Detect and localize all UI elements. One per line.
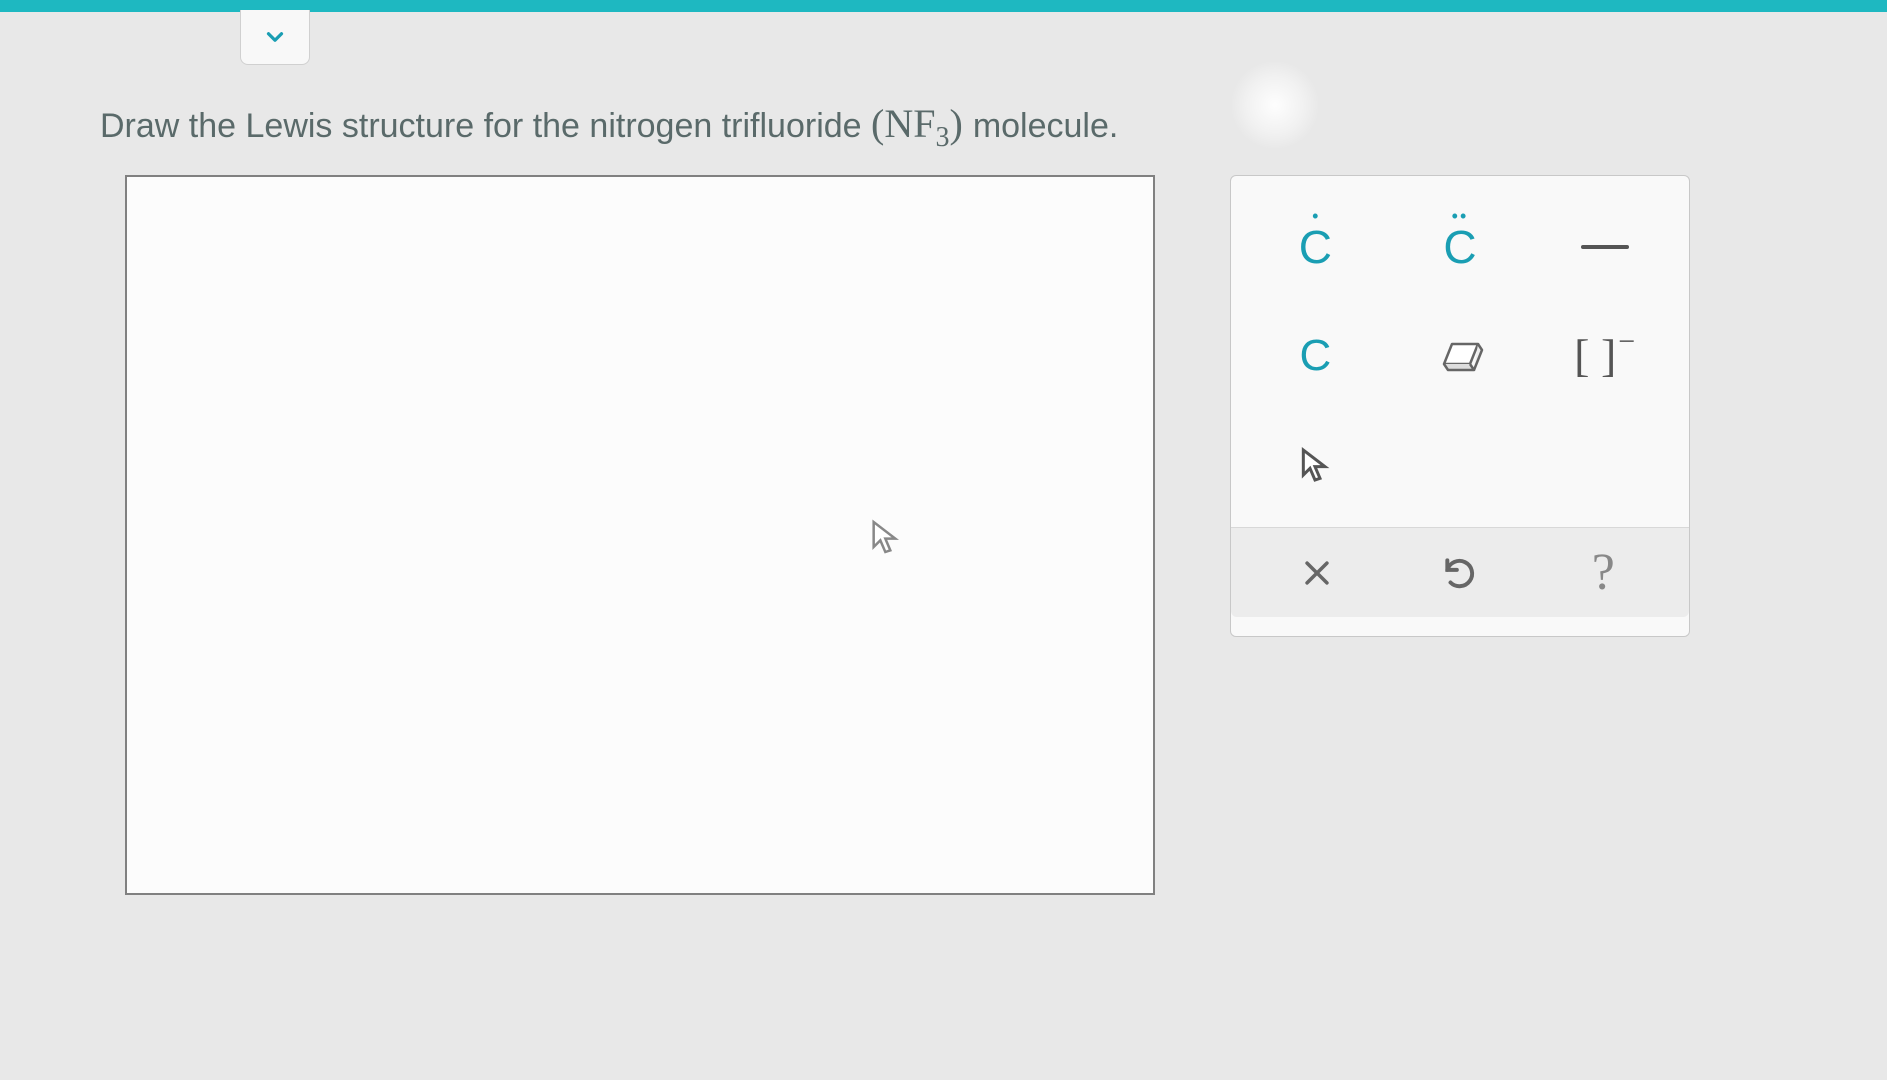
question-prefix: Draw the Lewis structure for the nitroge… — [100, 107, 871, 145]
x-icon — [1300, 556, 1334, 590]
glare-artifact — [1230, 60, 1320, 150]
eraser-icon — [1434, 336, 1486, 376]
cursor-icon — [867, 517, 907, 557]
tool-bottom-row: ? — [1231, 527, 1689, 617]
eraser-tool[interactable] — [1390, 303, 1531, 408]
question-prompt: Draw the Lewis structure for the nitroge… — [100, 100, 1118, 154]
dropdown-toggle[interactable] — [240, 10, 310, 65]
undo-icon — [1441, 554, 1479, 592]
atom-plain-tool[interactable]: C — [1245, 303, 1386, 408]
question-suffix: molecule. — [973, 107, 1119, 145]
single-bond-tool[interactable] — [1534, 194, 1675, 299]
undo-button[interactable] — [1388, 536, 1531, 609]
clear-button[interactable] — [1245, 536, 1388, 609]
help-button[interactable]: ? — [1532, 536, 1675, 609]
atom-one-electron-tool[interactable]: C — [1245, 194, 1386, 299]
atom-two-electron-tool[interactable]: C — [1390, 194, 1531, 299]
chevron-down-icon — [262, 24, 288, 50]
formula: (NF3) — [871, 101, 973, 146]
pointer-icon — [1295, 443, 1335, 487]
bracket-icon: [ ]− — [1574, 329, 1635, 382]
help-icon: ? — [1592, 543, 1615, 602]
drawing-canvas[interactable] — [125, 175, 1155, 895]
pointer-tool[interactable] — [1245, 412, 1386, 517]
spacer-1 — [1390, 412, 1531, 517]
spacer-2 — [1534, 412, 1675, 517]
bracket-charge-tool[interactable]: [ ]− — [1534, 303, 1675, 408]
bond-icon — [1581, 245, 1629, 249]
tool-palette: C C C [ ]− — [1230, 175, 1690, 637]
